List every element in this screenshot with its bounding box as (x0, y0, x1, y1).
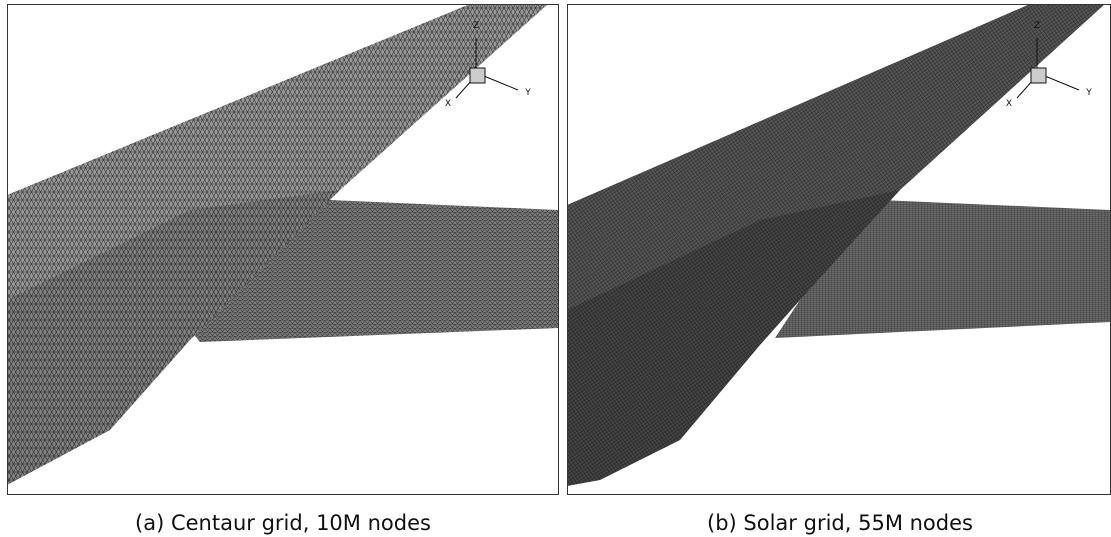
panel-a: Z Y X (7, 4, 558, 494)
axis-y-label: Y (524, 88, 531, 98)
axis-x-label: X (445, 99, 451, 109)
figure: Z Y X Z Y X (a) Centaur grid, 10M nodes … (0, 0, 1111, 537)
axis-x-label: X (1006, 99, 1012, 109)
caption: (b) Solar grid, 55M nodes (707, 511, 973, 535)
axis-z-label: Z (473, 21, 479, 31)
panel-b: Z Y X (567, 4, 1110, 494)
axis-z-label: Z (1034, 21, 1040, 31)
caption: (a) Centaur grid, 10M nodes (135, 511, 431, 535)
axis-y-label: Y (1085, 88, 1092, 98)
